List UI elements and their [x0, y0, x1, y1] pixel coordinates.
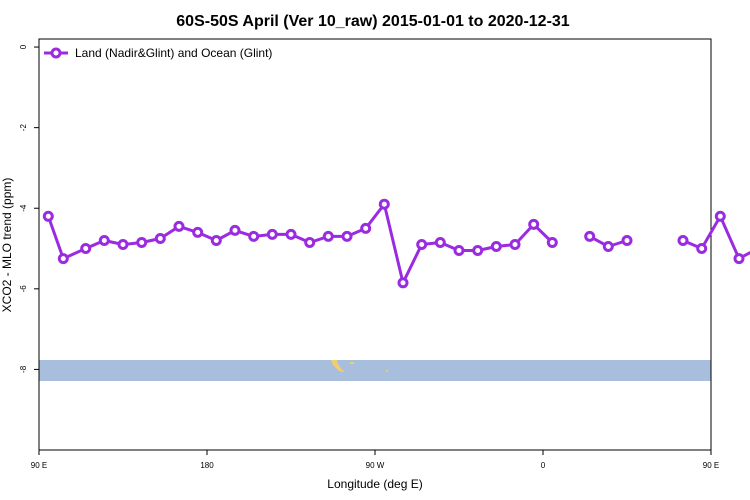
y-axis-label: XCO2 - MLO trend (ppm)	[0, 178, 14, 313]
series-land-ocean	[42, 198, 750, 289]
data-point	[136, 237, 148, 248]
data-point	[378, 198, 390, 210]
falkland-islands	[350, 362, 354, 364]
x-tick-label: 90 E	[703, 461, 719, 470]
data-point	[434, 237, 446, 248]
y-tick-label: -8	[19, 365, 28, 373]
data-point	[210, 235, 222, 246]
data-point	[341, 230, 353, 242]
data-point	[192, 226, 204, 238]
x-tick-label: 90 E	[31, 461, 47, 470]
south-america-tip	[331, 360, 345, 372]
south-georgia	[386, 370, 388, 372]
data-point	[266, 228, 278, 240]
data-point	[733, 253, 745, 265]
legend: Land (Nadir&Glint) and Ocean (Glint)	[44, 46, 272, 60]
data-point	[360, 222, 372, 234]
data-point	[229, 224, 241, 236]
data-point	[397, 277, 409, 289]
data-point	[322, 230, 334, 242]
legend-marker	[50, 47, 62, 59]
series-line	[46, 202, 554, 285]
x-axis-ticks: 90 E 180 90 W 0 90 E	[31, 450, 719, 470]
data-point	[621, 235, 633, 246]
y-tick-label: -2	[19, 124, 28, 132]
data-point	[304, 237, 316, 248]
x-tick-label: 90 W	[366, 461, 385, 470]
data-point	[528, 218, 540, 230]
data-point	[173, 220, 185, 232]
x-tick-label: 0	[541, 461, 546, 470]
data-point	[472, 245, 484, 256]
y-tick-label: -6	[19, 285, 28, 293]
x-axis-label: Longitude (deg E)	[327, 477, 422, 491]
data-point	[154, 233, 166, 244]
data-point	[677, 235, 689, 246]
map-band	[39, 360, 711, 381]
ocean-band	[39, 360, 711, 381]
y-tick-label: 0	[19, 44, 28, 49]
data-point	[117, 239, 129, 250]
y-tick-label: -4	[19, 204, 28, 212]
data-point	[248, 230, 260, 242]
data-point	[98, 235, 110, 246]
land-shapes	[331, 360, 388, 372]
data-point	[453, 245, 465, 256]
series-line	[682, 214, 750, 261]
legend-label: Land (Nadir&Glint) and Ocean (Glint)	[75, 46, 272, 60]
data-point	[602, 241, 614, 252]
data-point	[80, 243, 92, 254]
data-point	[584, 230, 596, 242]
data-point	[696, 243, 708, 254]
data-point	[546, 237, 558, 248]
data-point	[416, 239, 428, 250]
data-point	[57, 253, 69, 265]
data-point	[509, 239, 521, 250]
y-axis-ticks: 0 -2 -4 -6 -8	[19, 44, 39, 373]
data-point	[714, 210, 726, 222]
data-point	[42, 210, 54, 222]
data-point	[285, 228, 297, 240]
data-point	[490, 241, 502, 252]
chart-title: 60S-50S April (Ver 10_raw) 2015-01-01 to…	[176, 13, 570, 30]
x-tick-label: 180	[200, 461, 214, 470]
